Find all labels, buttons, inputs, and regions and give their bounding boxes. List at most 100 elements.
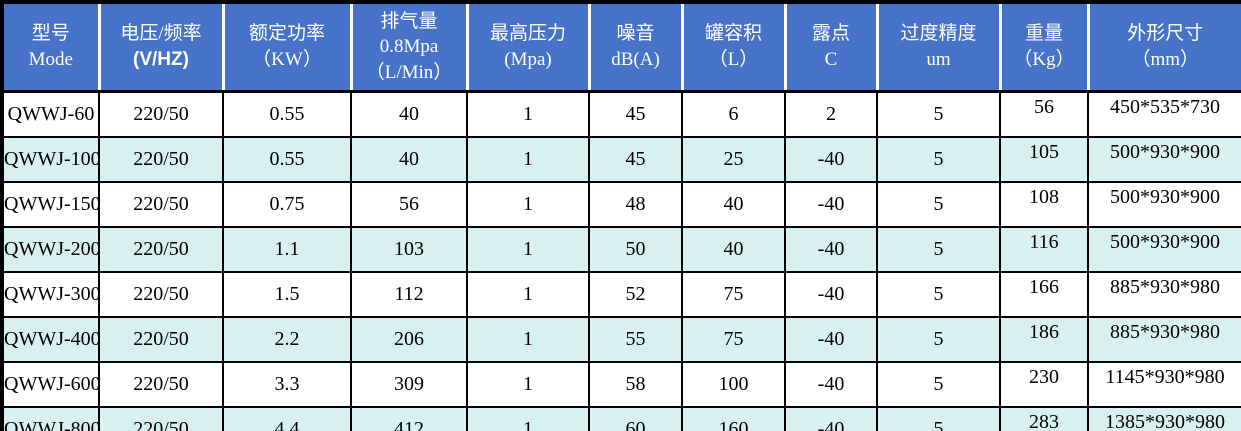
cell-rated-power: 3.3 xyxy=(222,361,352,408)
column-header-max-pressure: 最高压力 (Mpa) xyxy=(465,2,589,93)
column-header-tank-volume: 罐容积 （L） xyxy=(680,2,785,93)
cell-noise: 52 xyxy=(588,271,683,318)
cell-filter-precision: 5 xyxy=(876,316,1001,363)
column-header-rated-power-line-1: 额定功率 xyxy=(248,23,325,45)
column-header-noise-line-2: dB(A) xyxy=(611,49,660,70)
column-header-rated-power: 额定功率 （KW） xyxy=(221,2,351,93)
cell-noise: 60 xyxy=(588,406,683,431)
column-header-dimensions-line-1: 外形尺寸 xyxy=(1127,23,1204,45)
cell-rated-power: 1.5 xyxy=(222,271,352,318)
column-header-weight-line-2: （Kg） xyxy=(1013,49,1075,70)
table-row: QWWJ-100 220/50 0.55 40 1 45 25 -40 5 105 500*930*… xyxy=(1,136,1241,183)
table-row: QWWJ-200 220/50 1.1 103 1 50 40 -40 5 116 500*930*… xyxy=(1,226,1241,273)
cell-displacement: 206 xyxy=(350,316,468,363)
cell-max-pressure: 1 xyxy=(466,406,590,431)
column-header-model-line-2: Mode xyxy=(28,49,73,70)
cell-dew-point: -40 xyxy=(784,406,878,431)
cell-filter-precision: 5 xyxy=(876,181,1001,228)
cell-weight: 186 xyxy=(999,316,1089,363)
cell-model: QWWJ-60 xyxy=(1,90,100,138)
cell-displacement: 40 xyxy=(350,90,468,138)
cell-dew-point: -40 xyxy=(784,181,878,228)
header-row: 型号 Mode 电压/频率 (V/HZ) 额定功率 （KW） 排气量 0.8Mpa （L/Min… xyxy=(2,2,1241,93)
cell-max-pressure: 1 xyxy=(466,226,590,273)
cell-dimensions: 1145*930*980 xyxy=(1087,361,1241,408)
cell-dew-point: 2 xyxy=(784,90,878,138)
cell-weight: 116 xyxy=(999,226,1089,273)
cell-rated-power: 0.55 xyxy=(222,90,352,138)
column-header-weight: 重量 （Kg） xyxy=(998,2,1088,93)
column-header-dew-point-line-1: 露点 xyxy=(811,23,850,45)
column-header-model: 型号 Mode xyxy=(2,2,99,93)
column-header-dimensions-line-2: （mm） xyxy=(1131,49,1200,70)
cell-displacement: 40 xyxy=(350,136,468,183)
cell-max-pressure: 1 xyxy=(466,181,590,228)
cell-weight: 56 xyxy=(999,90,1089,138)
cell-rated-power: 0.75 xyxy=(222,181,352,228)
column-header-model-line-1: 型号 xyxy=(31,23,70,45)
cell-voltage-frequency: 220/50 xyxy=(98,271,224,318)
cell-rated-power: 2.2 xyxy=(222,316,352,363)
cell-tank-volume: 100 xyxy=(681,361,786,408)
cell-filter-precision: 5 xyxy=(876,406,1001,431)
cell-rated-power: 0.55 xyxy=(222,136,352,183)
cell-dew-point: -40 xyxy=(784,316,878,363)
cell-displacement: 112 xyxy=(350,271,468,318)
cell-voltage-frequency: 220/50 xyxy=(98,90,224,138)
cell-tank-volume: 40 xyxy=(681,226,786,273)
cell-dew-point: -40 xyxy=(784,271,878,318)
column-header-filter-precision: 过度精度 um xyxy=(875,2,1000,93)
cell-weight: 230 xyxy=(999,361,1089,408)
cell-tank-volume: 160 xyxy=(681,406,786,431)
column-header-max-pressure-line-1: 最高压力 xyxy=(489,23,566,45)
cell-voltage-frequency: 220/50 xyxy=(98,136,224,183)
column-header-rated-power-line-2: （KW） xyxy=(252,49,322,70)
column-header-displacement: 排气量 0.8Mpa （L/Min） xyxy=(349,2,467,93)
column-header-displacement-line-2: 0.8Mpa xyxy=(379,36,439,58)
cell-dimensions: 500*930*900 xyxy=(1087,181,1241,228)
cell-model: QWWJ-150 xyxy=(1,181,101,228)
table-row: QWWJ-400 220/50 2.2 206 1 55 75 -40 5 186 885*930*… xyxy=(1,316,1241,363)
column-header-displacement-line-1: 排气量 xyxy=(380,10,438,32)
cell-tank-volume: 25 xyxy=(681,136,786,183)
cell-dew-point: -40 xyxy=(784,361,878,408)
cell-displacement: 103 xyxy=(350,226,468,273)
cell-voltage-frequency: 220/50 xyxy=(98,361,224,408)
cell-filter-precision: 5 xyxy=(876,90,1001,138)
column-header-displacement-line-3: （L/Min） xyxy=(365,61,453,83)
column-header-tank-volume-line-2: （L） xyxy=(708,49,759,70)
cell-displacement: 56 xyxy=(350,181,468,228)
cell-voltage-frequency: 220/50 xyxy=(98,226,224,273)
column-header-dimensions: 外形尺寸 （mm） xyxy=(1086,2,1241,93)
cell-noise: 55 xyxy=(588,316,683,363)
cell-noise: 45 xyxy=(588,90,683,138)
cell-dew-point: -40 xyxy=(784,226,878,273)
cell-noise: 45 xyxy=(588,136,683,183)
cell-max-pressure: 1 xyxy=(466,136,590,183)
cell-model: QWWJ-300 xyxy=(1,271,101,318)
cell-dimensions: 885*930*980 xyxy=(1087,271,1241,318)
cell-displacement: 412 xyxy=(350,406,468,431)
cell-rated-power: 1.1 xyxy=(222,226,352,273)
cell-noise: 50 xyxy=(588,226,683,273)
cell-max-pressure: 1 xyxy=(466,90,590,138)
cell-filter-precision: 5 xyxy=(876,271,1001,318)
cell-max-pressure: 1 xyxy=(466,271,590,318)
column-header-filter-precision-line-2: um xyxy=(926,49,951,70)
column-header-filter-precision-line-1: 过度精度 xyxy=(900,23,977,45)
cell-max-pressure: 1 xyxy=(466,316,590,363)
table-row: QWWJ-800 220/50 4.4 412 1 60 160 -40 5 283 1385*93… xyxy=(1,406,1241,431)
cell-voltage-frequency: 220/50 xyxy=(98,316,224,363)
column-header-noise-line-1: 噪音 xyxy=(616,23,655,45)
column-header-dew-point: 露点 C xyxy=(783,2,877,93)
cell-weight: 108 xyxy=(999,181,1089,228)
cell-filter-precision: 5 xyxy=(876,361,1001,408)
cell-rated-power: 4.4 xyxy=(222,406,352,431)
cell-dimensions: 885*930*980 xyxy=(1087,316,1241,363)
column-header-max-pressure-line-2: (Mpa) xyxy=(504,49,552,70)
cell-weight: 105 xyxy=(999,136,1089,183)
column-header-weight-line-1: 重量 xyxy=(1024,23,1063,45)
cell-model: QWWJ-800 xyxy=(1,406,101,431)
cell-max-pressure: 1 xyxy=(466,361,590,408)
